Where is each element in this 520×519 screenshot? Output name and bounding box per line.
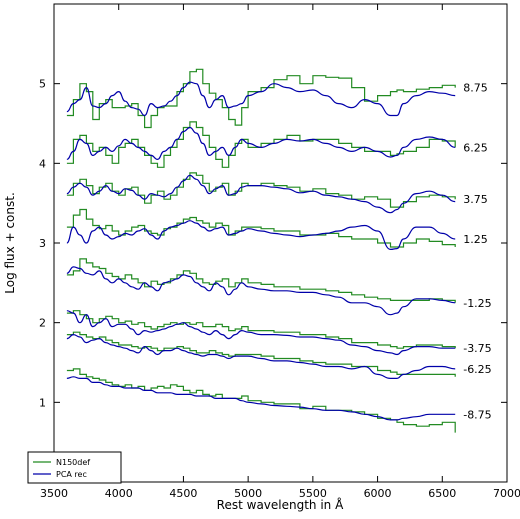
x-tick-label-3: 5000 [234,487,262,500]
epoch-label-2: 3.75 [463,193,488,206]
pca-spectrum-2 [66,174,456,214]
pca-spectrum-4 [66,266,456,316]
x-tick-label-4: 5500 [299,487,327,500]
axes: 3500 4000 4500 5000 5500 6000 6500 7000 1 2 3 4 5 [39,4,520,500]
y-axis-label: Log flux + const. [3,192,17,294]
epoch-label-6: -6.25 [463,363,491,376]
epoch-label-3: 1.25 [463,233,488,246]
epoch-label-0: 8.75 [463,82,488,95]
legend: N150def PCA rec [27,451,122,484]
legend-label-pca: PCA rec [56,470,87,479]
obs-spectrum-6 [66,331,456,377]
obs-spectrum-5 [66,310,456,349]
obs-spectrum-4 [66,258,456,303]
legend-box [27,451,122,484]
series-layer [66,68,456,433]
y-tick-label-3: 4 [39,157,46,170]
x-tick-label-5: 6000 [364,487,392,500]
y-tick-label-4: 5 [39,78,46,91]
epoch-labels: 8.75 6.25 3.75 1.25 -1.25 -3.75 -6.25 -8.75 [463,82,491,422]
pca-spectrum-7 [66,376,456,421]
obs-spectrum-3 [66,208,456,248]
pca-spectrum-3 [66,220,456,251]
obs-spectrum-1 [66,121,456,168]
x-tick-label-7: 7000 [493,487,520,500]
x-tick-label-0: 3500 [40,487,68,500]
y-tick-label-0: 1 [39,396,46,409]
epoch-label-1: 6.25 [463,141,488,154]
legend-label-obs: N150def [56,458,90,467]
epoch-label-4: -1.25 [463,297,491,310]
x-axis-label: Rest wavelength in Å [217,497,344,512]
x-tick-label-2: 4500 [169,487,197,500]
x-tick-label-6: 6500 [428,487,456,500]
pca-spectrum-5 [66,310,456,356]
pca-spectrum-0 [66,81,456,117]
y-tick-label-2: 3 [39,237,46,250]
pca-spectrum-1 [66,126,456,161]
epoch-label-7: -8.75 [463,408,491,421]
y-tick-label-1: 2 [39,317,46,330]
x-tick-label-1: 4000 [105,487,133,500]
pca-spectrum-6 [66,333,456,379]
epoch-label-5: -3.75 [463,342,491,355]
